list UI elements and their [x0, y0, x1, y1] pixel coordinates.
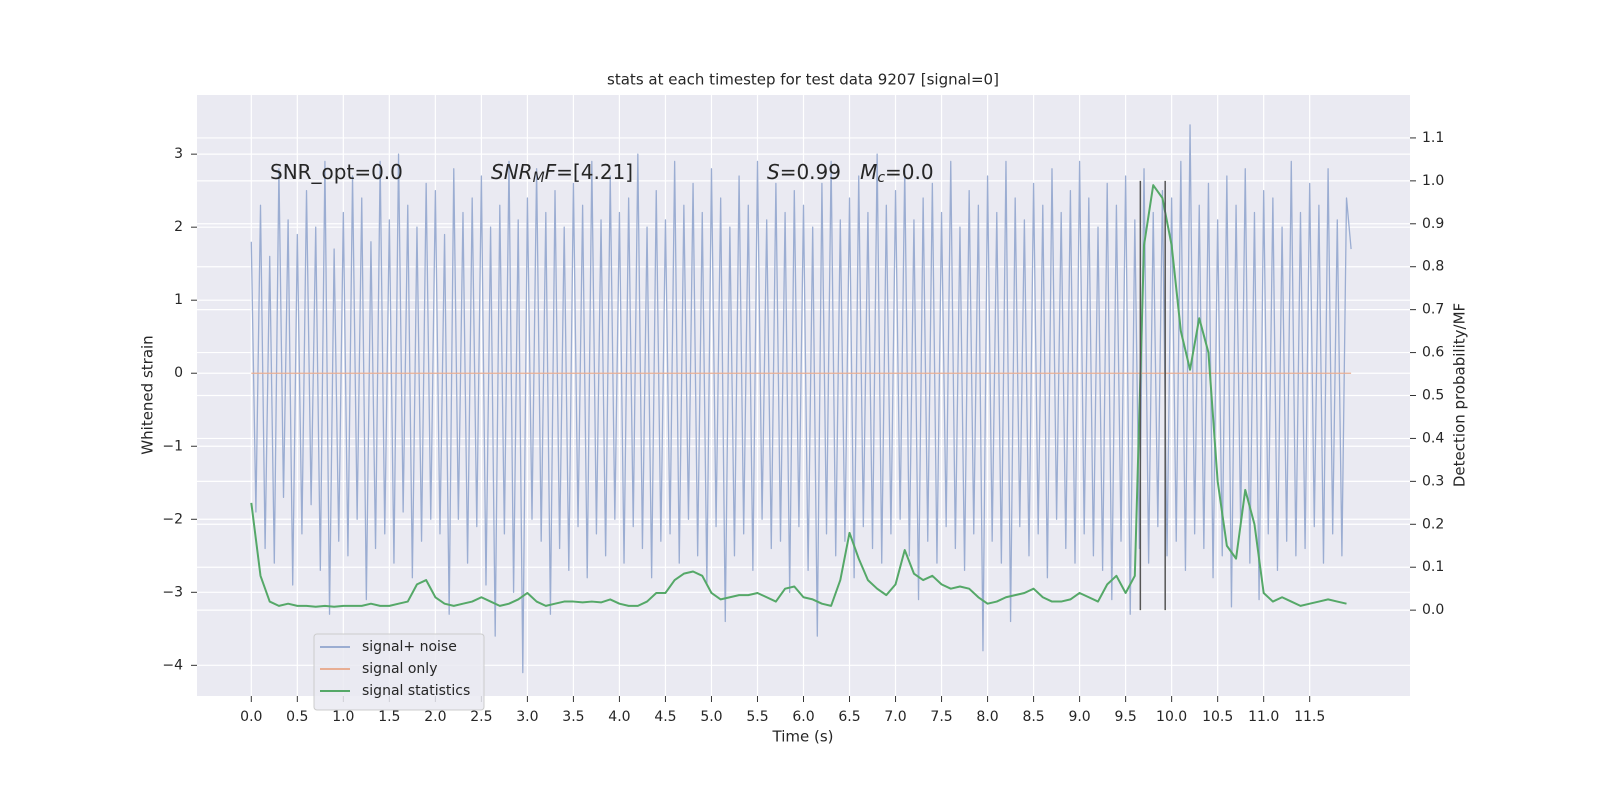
x-tick-label: 9.0: [1068, 709, 1090, 725]
x-tick-label: 6.5: [838, 709, 860, 725]
y2-tick-label: 0.0: [1422, 602, 1444, 618]
y2-tick-label: 0.6: [1422, 345, 1444, 361]
x-tick-label: 6.0: [792, 709, 814, 725]
marks: [250, 124, 1352, 674]
y-tick-label: −3: [162, 584, 183, 600]
annotation-part: M: [533, 170, 545, 186]
y-tick-label: 0: [174, 365, 183, 381]
annotation-part: SNR: [491, 160, 533, 184]
x-tick-label: 7.5: [930, 709, 952, 725]
annotation: S=0.99 Mc=0.0: [767, 160, 934, 187]
x-tick-label: 4.5: [654, 709, 676, 725]
x-axis-label: Time (s): [772, 728, 834, 746]
y-tick-label: −4: [162, 657, 183, 673]
y-tick-label: −1: [162, 438, 183, 454]
y-tick-label: −2: [162, 511, 183, 527]
legend-box: [313, 633, 485, 711]
annotation-part: F: [545, 160, 557, 184]
y2-tick-label: 1.0: [1422, 173, 1444, 189]
x-tick-label: 4.0: [608, 709, 630, 725]
overlay: SNR_opt=0.0 SNRMF=[4.21] S=0.99 Mc=0.0sign…: [270, 160, 1166, 711]
annotation-part: =[4.21]: [556, 160, 633, 184]
x-tick-label: 8.5: [1022, 709, 1044, 725]
x-tick-label: 8.0: [976, 709, 998, 725]
y2-tick-label: 0.3: [1422, 473, 1444, 489]
y2-tick-label: 0.4: [1422, 430, 1444, 446]
y-axis-label: Whitened strain: [139, 335, 157, 454]
x-tick-label: 5.5: [746, 709, 768, 725]
x-tick-label: 2.5: [470, 709, 492, 725]
annotation-part: S: [767, 160, 780, 184]
x-tick-label: 0.5: [286, 709, 308, 725]
y2-tick-label: 0.7: [1422, 302, 1444, 318]
y2-tick-label: 0.1: [1422, 559, 1444, 575]
x-tick-label: 3.5: [562, 709, 584, 725]
y2-tick-label: 0.2: [1422, 516, 1444, 532]
annotation-part: =0.99: [780, 160, 860, 184]
series-line: [250, 184, 1347, 608]
legend-label: signal statistics: [362, 683, 470, 699]
x-tick-label: 1.0: [332, 709, 354, 725]
y-tick-label: 1: [174, 292, 183, 308]
y2-axis-label: Detection probability/MF: [1451, 303, 1469, 487]
legend-label: signal+ noise: [362, 639, 457, 655]
x-tick-label: 10.0: [1156, 709, 1187, 725]
chart-title: stats at each timestep for test data 920…: [607, 71, 999, 89]
y2-tick-label: 0.5: [1422, 388, 1444, 404]
x-tick-label: 10.5: [1202, 709, 1233, 725]
annotation-part: =0.0: [885, 160, 934, 184]
y-tick-label: 3: [174, 146, 183, 162]
annotation: SNRMF=[4.21]: [491, 160, 633, 187]
x-tick-label: 1.5: [378, 709, 400, 725]
y2-tick-label: 1.1: [1422, 130, 1444, 146]
x-tick-label: 11.0: [1248, 709, 1279, 725]
y2-tick-label: 0.9: [1422, 216, 1444, 232]
series-line: [250, 124, 1352, 674]
y2-tick-label: 0.8: [1422, 259, 1444, 275]
x-tick-label: 2.0: [424, 709, 446, 725]
annotation-part: c: [877, 170, 885, 186]
annotation-part: M: [860, 160, 877, 184]
x-tick-label: 9.5: [1114, 709, 1136, 725]
x-tick-label: 11.5: [1294, 709, 1325, 725]
annotation-part: SNR_opt=0.0: [270, 160, 403, 184]
x-tick-label: 7.0: [884, 709, 906, 725]
y-tick-label: 2: [174, 219, 183, 235]
x-tick-label: 3.0: [516, 709, 538, 725]
x-tick-label: 0.0: [240, 709, 262, 725]
annotation: SNR_opt=0.0: [270, 160, 403, 184]
legend-label: signal only: [362, 661, 437, 677]
x-tick-label: 5.0: [700, 709, 722, 725]
